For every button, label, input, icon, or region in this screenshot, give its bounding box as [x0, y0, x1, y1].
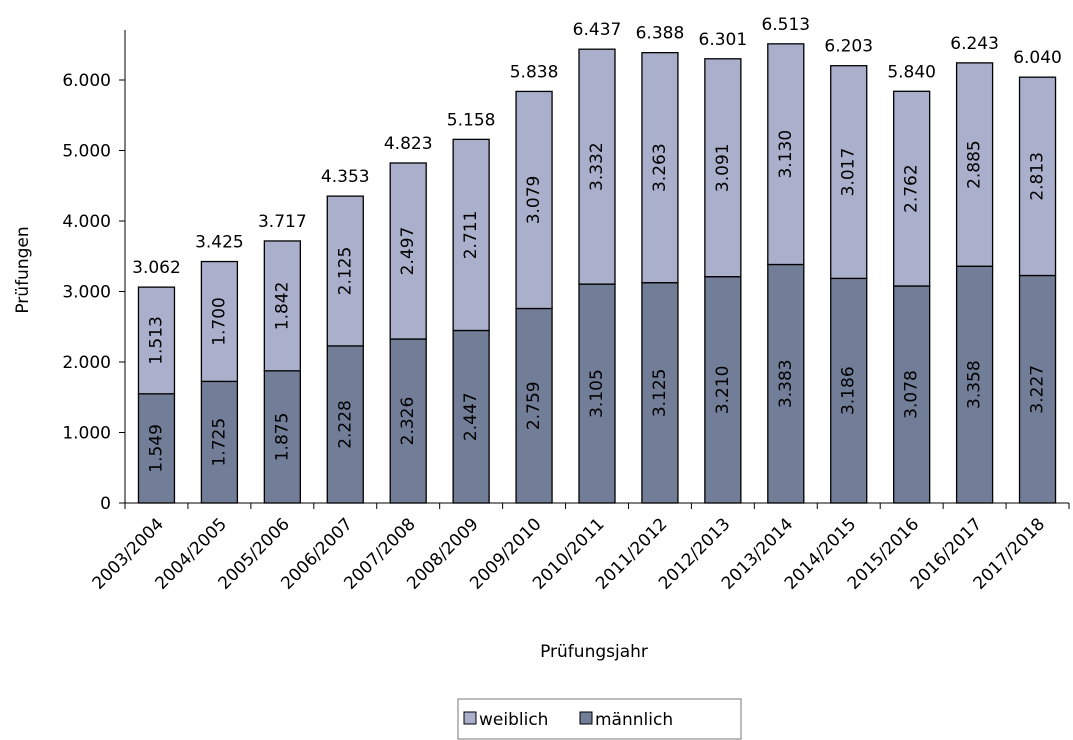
- x-axis-title: Prüfungsjahr: [540, 642, 648, 662]
- bar-segment-weiblich: [452, 138, 490, 332]
- bar-total-label: 3.425: [195, 233, 244, 253]
- bar-value-label: 3.227: [1028, 365, 1048, 414]
- y-axis-title: Prüfungen: [13, 226, 33, 313]
- bar-value-label: 3.210: [713, 366, 733, 415]
- bar-value-label: 3.263: [650, 143, 670, 192]
- bar-segment-maennlich: [137, 393, 176, 504]
- bar-total-label: 4.353: [321, 167, 370, 187]
- bar-value-label: 2.447: [461, 392, 481, 441]
- bar-total-label: 5.158: [447, 110, 496, 130]
- bar-value-label: 3.017: [839, 148, 859, 197]
- bar-total-label: 6.513: [761, 15, 810, 35]
- bar-value-label: 2.497: [398, 227, 418, 276]
- y-tick-label: 0: [100, 494, 111, 514]
- bar-value-label: 3.186: [839, 366, 859, 415]
- bar-value-label: 3.091: [713, 143, 733, 192]
- bar-segment-weiblich: [263, 240, 301, 372]
- bar-segment-weiblich: [326, 195, 364, 347]
- bar-segment-maennlich: [767, 263, 805, 504]
- bar-segment-weiblich: [893, 90, 931, 287]
- bar-value-label: 1.842: [272, 282, 292, 331]
- bar-value-label: 2.813: [1028, 152, 1048, 201]
- bar-total-label: 6.203: [824, 37, 873, 57]
- y-tick-label: 5.000: [62, 142, 111, 162]
- bar-segment-weiblich: [137, 286, 176, 395]
- bar-total-label: 5.840: [887, 62, 936, 82]
- legend-box: [457, 698, 742, 740]
- bar-segment-weiblich: [641, 51, 679, 284]
- bar-value-label: 2.326: [398, 397, 418, 446]
- legend-label: männlich: [595, 710, 673, 730]
- bar-segment-weiblich: [578, 48, 616, 285]
- bar-segment-weiblich: [1018, 76, 1057, 277]
- bar-value-label: 3.125: [650, 369, 670, 418]
- bar-segment-weiblich: [704, 58, 742, 278]
- bar-value-label: 2.885: [965, 140, 985, 189]
- legend-swatch-maennlich: [579, 711, 593, 725]
- bar-segment-weiblich: [200, 260, 239, 383]
- bar-value-label: 2.228: [335, 400, 355, 449]
- y-tick-label: 6.000: [62, 71, 111, 91]
- bar-value-label: 3.130: [776, 130, 796, 179]
- bar-value-label: 1.513: [146, 316, 166, 365]
- bar-segment-maennlich: [452, 329, 490, 504]
- bar-value-label: 3.079: [524, 176, 544, 225]
- bar-segment-weiblich: [389, 162, 427, 340]
- bar-value-label: 1.725: [209, 418, 229, 467]
- legend-label: weiblich: [479, 710, 548, 730]
- y-tick-label: 2.000: [62, 353, 111, 373]
- bar-segment-maennlich: [641, 282, 679, 504]
- bar-value-label: 3.358: [965, 360, 985, 409]
- bar-value-label: 1.875: [272, 413, 292, 462]
- bar-value-label: 1.700: [209, 297, 229, 346]
- legend-swatch-weiblich: [463, 711, 477, 725]
- bar-total-label: 3.062: [132, 258, 181, 278]
- bar-total-label: 6.243: [950, 34, 999, 54]
- y-tick-label: 3.000: [62, 283, 111, 303]
- bar-value-label: 2.125: [335, 247, 355, 296]
- bar-value-label: 3.383: [776, 359, 796, 408]
- y-axis-ticks: 0 1.000 2.000 3.000 4.000 5.000 6.000: [62, 71, 125, 514]
- bars-layer: 1.549 1.513 3.062 1.725 1.700 3.425 1.875 1.842…: [132, 15, 1062, 504]
- bar-total-label: 6.040: [1013, 48, 1062, 68]
- bar-total-label: 6.437: [573, 20, 622, 40]
- bar-segment-weiblich: [955, 62, 994, 267]
- legend: weiblich männlich: [457, 698, 742, 740]
- y-tick-label: 1.000: [62, 424, 111, 444]
- bar-total-label: 4.823: [384, 134, 433, 154]
- bar-total-label: 6.301: [699, 30, 748, 50]
- bar-segment-maennlich: [1018, 274, 1057, 504]
- bar-value-label: 2.762: [902, 164, 922, 213]
- bar-segment-maennlich: [830, 277, 868, 504]
- x-axis-ticks: 2003/20042004/20052005/20062006/20072007…: [89, 503, 1070, 594]
- bar-total-label: 3.717: [258, 212, 307, 232]
- bar-value-label: 1.549: [146, 424, 166, 473]
- bar-total-label: 6.388: [636, 24, 685, 44]
- bar-segment-maennlich: [704, 276, 742, 504]
- bar-value-label: 2.759: [524, 381, 544, 430]
- bar-value-label: 3.332: [587, 142, 607, 191]
- bar-segment-weiblich: [515, 90, 553, 310]
- bar-segment-maennlich: [955, 265, 994, 504]
- bar-value-label: 3.078: [902, 370, 922, 419]
- bar-value-label: 3.105: [587, 369, 607, 418]
- bar-segment-weiblich: [767, 43, 805, 266]
- y-tick-label: 4.000: [62, 212, 111, 232]
- bar-value-label: 2.711: [461, 211, 481, 260]
- bar-segment-weiblich: [830, 65, 868, 280]
- bar-total-label: 5.838: [510, 62, 559, 82]
